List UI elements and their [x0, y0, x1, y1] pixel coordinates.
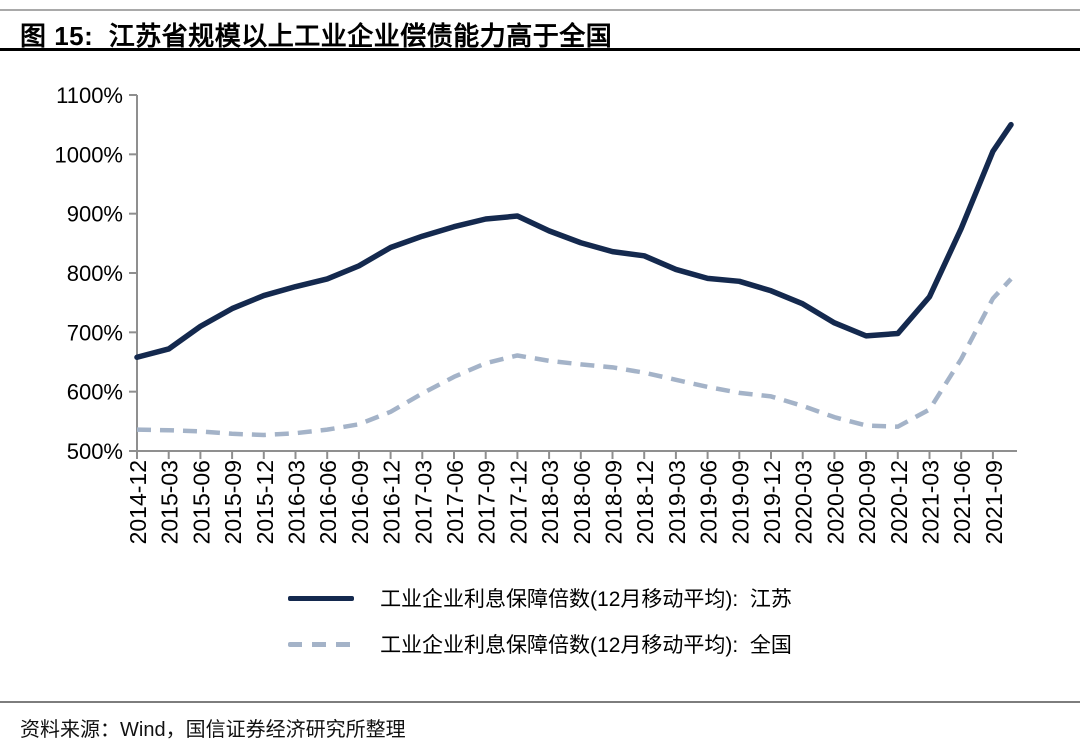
x-tick-label: 2014-12 [125, 460, 151, 544]
x-tick-label: 2020-03 [791, 460, 817, 544]
y-tick-label: 1000% [54, 142, 123, 167]
national-series-line [136, 277, 1013, 438]
x-tick-label: 2021-03 [918, 460, 944, 544]
x-tick-label: 2016-09 [347, 460, 373, 544]
x-tick-label: 2018-09 [601, 460, 627, 544]
x-tick-label: 2019-12 [759, 460, 785, 544]
line-chart: 500%600%700%800%900%1000%1100%2014-12 201… [54, 83, 1017, 544]
x-tick-label: 2019-06 [696, 460, 722, 544]
national-dashed-line-swatch [288, 641, 355, 647]
chart-area: 500% 600% 700% 800% 900% 1000% 1100% 2014-12 201… [0, 60, 1080, 575]
legend-item-national: 工业企业利息保障倍数(12月移动平均): 全国 [288, 630, 792, 658]
y-tick-label: 600% [67, 380, 123, 405]
x-tick-label: 2017-03 [410, 460, 436, 544]
x-tick-label: 2016-03 [284, 460, 310, 544]
x-tick-label: 2021-06 [949, 460, 975, 544]
x-tick-label: 2019-09 [727, 460, 753, 544]
x-tick-label: 2021-09 [981, 460, 1007, 544]
x-tick-label: 2015-03 [157, 460, 183, 544]
x-tick-label: 2019-03 [664, 460, 690, 544]
x-tick-label: 2016-06 [315, 460, 341, 544]
legend-item-jiangsu: 工业企业利息保障倍数(12月移动平均): 江苏 [288, 584, 792, 612]
footer-divider [0, 701, 1080, 703]
x-tick-label: 2015-06 [188, 460, 214, 544]
x-tick-label: 2017-06 [442, 460, 468, 544]
source-note: 资料来源：Wind，国信证券经济研究所整理 [20, 719, 406, 741]
legend-label-jiangsu: 工业企业利息保障倍数(12月移动平均): 江苏 [380, 588, 792, 611]
x-tick-label: 2018-03 [537, 460, 563, 544]
x-tick-label: 2017-12 [505, 460, 531, 544]
figure-title: 图 15: 江苏省规模以上工业企业偿债能力高于全国 [20, 21, 613, 51]
jiangsu-solid-line-swatch [288, 595, 355, 601]
jiangsu-series-line [134, 121, 1014, 361]
x-tick-label: 2017-09 [474, 460, 500, 544]
y-tick-label: 500% [67, 439, 123, 464]
x-tick-label: 2018-12 [632, 460, 658, 544]
x-tick-label: 2020-06 [822, 460, 848, 544]
x-tick-label: 2016-12 [379, 460, 405, 544]
y-tick-label: 900% [67, 202, 123, 227]
x-tick-label: 2020-12 [886, 460, 912, 544]
legend-label-national: 工业企业利息保障倍数(12月移动平均): 全国 [380, 634, 792, 657]
x-tick-label: 2020-09 [854, 460, 880, 544]
chart-legend: 工业企业利息保障倍数(12月移动平均): 江苏 工业企业利息保障倍数(12月移动… [0, 584, 1080, 658]
y-tick-label: 1100% [56, 83, 123, 108]
x-tick-label: 2015-09 [220, 460, 246, 544]
x-tick-label: 2018-06 [569, 460, 595, 544]
x-tick-label: 2015-12 [252, 460, 278, 544]
y-tick-label: 700% [67, 320, 123, 345]
title-divider [0, 48, 1080, 51]
top-divider [0, 9, 1080, 11]
y-tick-label: 800% [67, 261, 123, 286]
